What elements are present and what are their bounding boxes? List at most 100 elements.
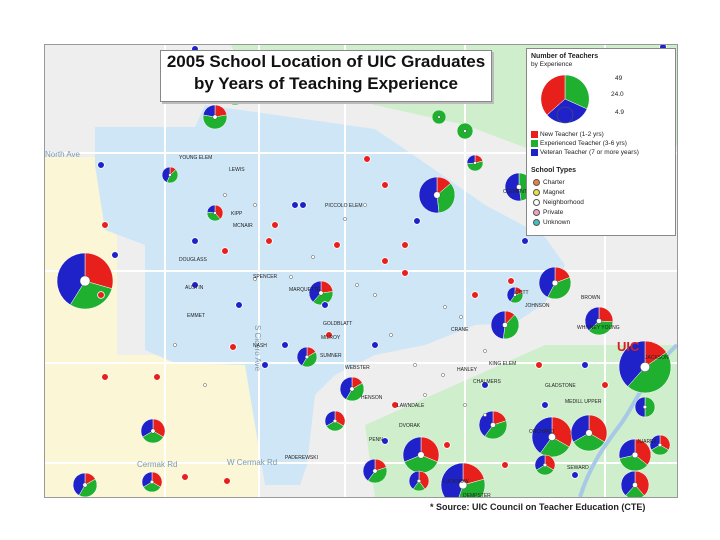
school-pie-slice: [627, 351, 672, 394]
neighborhood-school-dot: [289, 275, 293, 279]
school-pie-slice: [301, 351, 318, 368]
title-line-1: 2005 School Location of UIC Graduates: [166, 52, 486, 71]
school-marker: [535, 361, 543, 369]
neighborhood-school-dot: [343, 217, 347, 221]
school-marker: [501, 461, 509, 469]
school-label: PADEREWSKI: [285, 455, 318, 461]
school-marker: [191, 281, 199, 289]
school-label: GOLDBLATT: [323, 321, 352, 327]
school-pie: [456, 122, 474, 140]
neighborhood-school-dot: [459, 315, 463, 319]
school-label: LUCKNOW: [443, 479, 469, 485]
school-marker: [581, 361, 589, 369]
school-pie-center: [305, 355, 310, 360]
school-pie-center: [513, 293, 517, 297]
street-label: North Ave: [45, 150, 81, 159]
school-pie-center: [82, 482, 88, 488]
school-pie: [584, 306, 614, 336]
legend-size-49: 49: [615, 75, 623, 82]
neighborhood-school-dot: [355, 283, 359, 287]
school-label: DOUGLASS: [179, 257, 207, 263]
school-marker: [507, 277, 515, 285]
neighborhood-school-dot: [363, 203, 367, 207]
school-pie-slice: [78, 478, 98, 497]
school-pie-slice: [296, 346, 308, 367]
uic-label: UIC: [617, 339, 640, 354]
school-pie-center: [585, 429, 593, 437]
school-pie-center: [333, 419, 338, 424]
school-pie: [538, 266, 572, 300]
school-pie-slice: [551, 416, 573, 448]
school-marker: [153, 373, 161, 381]
school-pie-slice: [142, 430, 164, 444]
school-marker: [261, 361, 269, 369]
school-pie-slice: [466, 154, 476, 164]
school-pie-slice: [440, 462, 464, 497]
school-pie-slice: [362, 458, 376, 482]
school-marker: [265, 237, 273, 245]
school-pie-slice: [418, 470, 430, 490]
neighborhood-school-dot: [389, 333, 393, 337]
legend-type-neighborhood: Neighborhood: [533, 199, 584, 206]
school-marker: [521, 237, 529, 245]
school-pie-center: [643, 405, 648, 410]
school-pie: [324, 410, 346, 432]
school-marker: [371, 341, 379, 349]
school-marker: [471, 291, 479, 299]
school-pie: [339, 376, 365, 402]
school-pie-slice: [634, 470, 650, 496]
school-pie-center: [150, 428, 156, 434]
school-pie-center: [548, 433, 556, 441]
school-pie-slice: [141, 471, 153, 488]
school-pie-slice: [490, 310, 506, 340]
school-label: EMMET: [187, 313, 205, 319]
school-pie-slice: [206, 211, 221, 222]
legend-size-24: 24.0: [611, 91, 624, 98]
school-pie: [402, 436, 440, 474]
school-marker: [299, 201, 307, 209]
school-pie-slice: [345, 382, 365, 402]
legend-exp-new: New Teacher (1-2 yrs): [531, 131, 604, 138]
school-pie: [490, 310, 520, 340]
school-label: LAWNDALE: [397, 403, 425, 409]
school-marker: [181, 473, 189, 481]
school-pie: [506, 286, 524, 304]
unknown-dot-icon: [533, 219, 540, 226]
school-label: JOHNSON: [525, 303, 550, 309]
school-pie-center: [632, 482, 638, 488]
school-marker: [321, 301, 329, 309]
school-pie: [570, 414, 608, 452]
school-pie-slice: [140, 418, 154, 438]
school-marker: [235, 301, 243, 309]
school-pie-center: [658, 443, 663, 448]
legend-type-magnet: Magnet: [533, 189, 565, 196]
school-pie-slice: [166, 169, 179, 184]
school-pie-slice: [634, 396, 646, 418]
school-label: SPENCER: [253, 274, 278, 280]
legend-type-unknown: Unknown: [533, 219, 570, 226]
school-pie: [202, 104, 228, 130]
neighborhood-school-dot: [253, 277, 257, 281]
legend-type-charter: Charter: [533, 179, 565, 186]
neighborhood-school-dot: [173, 343, 177, 347]
school-pie-center: [149, 480, 154, 485]
school-pie-slice: [84, 252, 114, 289]
school-label: WHITNEY YOUNG: [577, 325, 620, 331]
school-pie-slice: [367, 466, 388, 484]
school-pie-center: [417, 451, 425, 459]
school-label: KIPP: [231, 211, 243, 217]
school-label: ORCHARD: [529, 429, 555, 435]
school-pie-center: [543, 463, 548, 468]
school-pie-center: [79, 275, 91, 287]
school-marker: [481, 381, 489, 389]
school-pie-slice: [588, 414, 608, 443]
school-marker: [443, 441, 451, 449]
south-green-area: [365, 345, 677, 497]
school-pie-slice: [531, 416, 553, 454]
school-pie: [620, 470, 650, 497]
school-label: DEMPSTER: [463, 493, 491, 497]
school-pie-center: [372, 468, 378, 474]
legend-size-pie: [540, 74, 590, 124]
school-pie-slice: [324, 410, 336, 427]
school-marker: [541, 401, 549, 409]
